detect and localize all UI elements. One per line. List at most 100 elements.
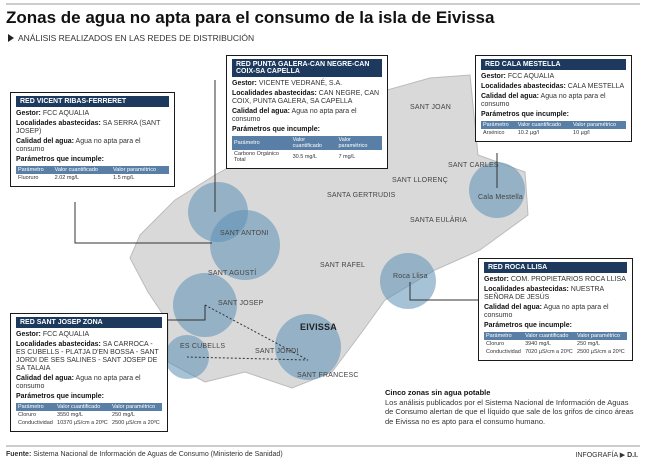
field: Gestor: FCC AQUALIA (481, 73, 626, 81)
cell: 10 µg/l (573, 130, 590, 136)
field: Gestor: FCC AQUALIA (16, 331, 162, 339)
cell: 2500 µS/cm a 20ºC (577, 349, 625, 355)
row: Conductividad 10370 µS/cm a 20ºC 2500 µS/c… (16, 419, 162, 427)
zone (380, 253, 436, 309)
cell: Conductividad (18, 420, 53, 426)
subtitle: ANÁLISIS REALIZADOS EN LAS REDES DE DIST… (18, 33, 255, 43)
place-label: SANT FRANCESC (297, 372, 359, 379)
place-label: EIVISSA (300, 322, 337, 332)
cell: 2500 µS/cm a 20ºC (112, 420, 160, 426)
row: Fluoruro 2.02 mg/L 1.5 mg/L (16, 174, 169, 182)
box-title: RED SANT JOSEP ZONA (16, 317, 162, 328)
field: Parámetros que incumple: (16, 156, 169, 164)
leader (74, 202, 212, 244)
column-header: Parámetro (484, 332, 524, 340)
field-label: Parámetros que incumple: (484, 322, 572, 329)
cell: Arsénico (483, 130, 505, 136)
param-table: Parámetro Valor cuantificado Valor paramét… (481, 121, 626, 137)
column-header: Valor cuantificado (55, 403, 111, 411)
field: Calidad del agua: Agua no apta para el c… (16, 138, 169, 154)
field-label: Gestor: (484, 276, 509, 283)
box-title: RED ROCA LLISA (484, 262, 627, 273)
field: Localidades abastecidas: SA SERRA (SANT … (16, 120, 169, 136)
source-label: Fuente: (6, 451, 32, 458)
field: Calidad del agua: Agua no apta para el c… (484, 304, 627, 320)
field-label: Calidad del agua: (16, 375, 74, 382)
field-label: Localidades abastecidas: (16, 341, 101, 348)
field-label: Localidades abastecidas: (481, 83, 566, 90)
field-value: COM. PROPIETARIOS ROCA LLISA (510, 276, 626, 283)
column-header: Valor paramétrico (336, 136, 382, 150)
param-table: Parámetro Valor cuantificado Valor paramét… (484, 332, 627, 356)
field-value: FCC AQUALIA (42, 110, 90, 117)
field-label: Calidad del agua: (481, 93, 539, 100)
field-label: Localidades abastecidas: (16, 120, 101, 127)
leader (165, 305, 206, 321)
field-value: Agua no apta para el consumo (484, 304, 609, 319)
cell: 7 mg/L (338, 154, 356, 160)
place-label: SANT LLORENÇ (392, 177, 448, 184)
zone (275, 314, 341, 380)
credit: INFOGRAFÍA ▶ D.I. (575, 452, 638, 459)
field: Parámetros que incumple: (16, 393, 162, 401)
field-label: Gestor: (16, 331, 41, 338)
field-value: SA CARROCA - ES CUBELLS - PLATJA D'EN BO… (16, 341, 159, 372)
field-label: Parámetros que incumple: (16, 156, 104, 163)
leader (186, 304, 309, 361)
field: Calidad del agua: Agua no apta para el c… (481, 93, 626, 109)
note: Cinco zonas sin agua potable Los análisi… (385, 388, 635, 426)
column-header: Valor cuantificado (290, 136, 337, 150)
field: Gestor: FCC AQUALIA (16, 110, 169, 118)
column-header: Parámetro (16, 166, 53, 174)
cell: Conductividad (486, 349, 521, 355)
box-title: RED PUNTA GALERA-CAN NEGRE-CAN COIX-SA C… (232, 59, 382, 77)
column-header: Valor paramétrico (111, 166, 169, 174)
field-label: Localidades abastecidas: (232, 90, 317, 97)
field-label: Parámetros que incumple: (16, 393, 104, 400)
info-box: RED VICENT RIBAS-FERRERET Gestor: FCC AQU… (10, 92, 175, 187)
place-label: SANT RAFEL (320, 262, 366, 269)
column-header: Parámetro (481, 121, 516, 129)
field-value: Agua no apta para el consumo (16, 375, 141, 390)
field: Localidades abastecidas: CAN NEGRE, CAN … (232, 90, 382, 106)
column-header: Parámetro (16, 403, 56, 411)
header-row: Parámetro Valor cuantificado Valor paramét… (481, 121, 626, 129)
field: Gestor: VICENTE VEDRANÉ, S.A. (232, 80, 382, 88)
row: Cloruro 3940 mg/L 250 mg/L (484, 340, 627, 348)
place-label: SANT JOAN (410, 104, 451, 111)
field-value: NUESTRA SEÑORA DE JESÚS (484, 286, 604, 301)
cell: 7020 µS/cm a 20ºC (525, 349, 573, 355)
cell: Carbono Orgánico Total (234, 151, 279, 163)
field-value: Agua no apta para el consumo (16, 138, 141, 153)
info-box: RED SANT JOSEP ZONA Gestor: FCC AQUALIA Lo… (10, 313, 168, 432)
place-label: SANT CARLES (448, 162, 499, 169)
title: Zonas de agua no apta para el consumo de… (6, 8, 495, 27)
place-label: Cala Mestella (478, 194, 524, 201)
header-row: Parámetro Valor cuantificado Valor paramét… (16, 403, 162, 411)
cell: 250 mg/L (112, 412, 135, 418)
column-header: Valor paramétrico (571, 121, 626, 129)
field-label: Calidad del agua: (484, 304, 542, 311)
cell: 250 mg/L (577, 341, 600, 347)
field: Parámetros que incumple: (484, 322, 627, 330)
field-label: Localidades abastecidas: (484, 286, 569, 293)
cell: Cloruro (486, 341, 505, 347)
column-header: Valor cuantificado (52, 166, 111, 174)
place-label: SANT AGUSTÍ (208, 270, 257, 277)
cell: 30.5 mg/L (292, 154, 318, 160)
field-value: SA SERRA (SANT JOSEP) (16, 120, 161, 135)
field: Parámetros que incumple: (232, 126, 382, 134)
arrow-icon (8, 34, 14, 42)
field-label: Parámetros que incumple: (481, 111, 569, 118)
header-row: Parámetro Valor cuantificado Valor paramét… (16, 166, 169, 174)
row: Carbono Orgánico Total 30.5 mg/L 7 mg/L (232, 150, 382, 164)
credit-text: D.I. (627, 452, 638, 459)
leaders (74, 80, 498, 361)
field-value: Agua no apta para el consumo (481, 93, 606, 108)
field: Gestor: COM. PROPIETARIOS ROCA LLISA (484, 276, 627, 284)
row: Cloruro 3550 mg/L 250 mg/L (16, 411, 162, 419)
field: Parámetros que incumple: (481, 111, 626, 119)
field: Calidad del agua: Agua no apta para el c… (16, 375, 162, 391)
place-label: Roca Llisa (393, 273, 428, 280)
